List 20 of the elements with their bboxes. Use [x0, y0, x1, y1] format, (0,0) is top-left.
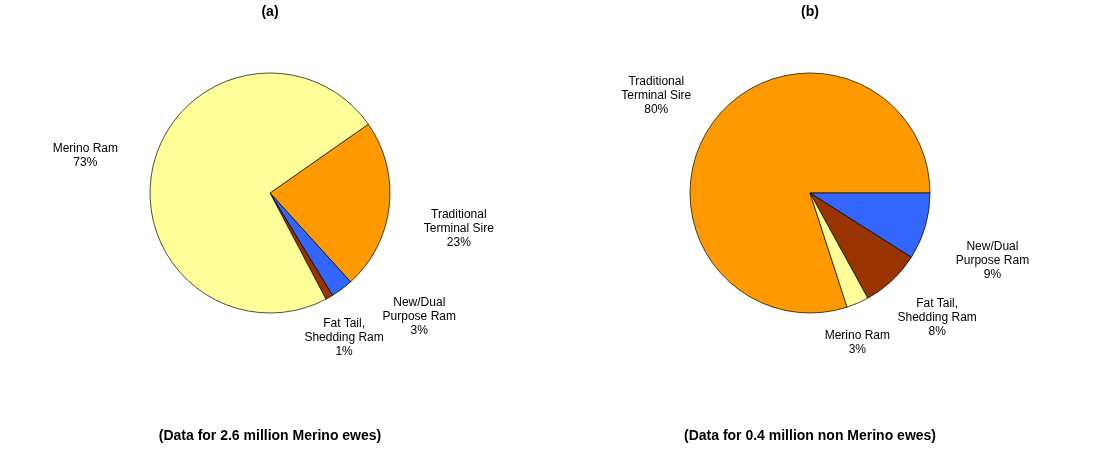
- data-label: 3%: [848, 342, 867, 357]
- chart-title: (b): [801, 3, 819, 19]
- slice-label: Traditional Terminal Sire: [621, 74, 692, 103]
- text: (Data for 0.4 million non Merino ewes): [683, 427, 937, 443]
- chart-title: (a): [261, 3, 279, 19]
- slice-label: Traditional Terminal Sire: [423, 207, 495, 236]
- slice-label: Merino Ram: [824, 328, 891, 343]
- slice-label: Merino Ram: [52, 141, 119, 156]
- data-label: 8%: [928, 323, 947, 338]
- data-label: 3%: [410, 323, 429, 338]
- text: (Data for 2.6 million Merino ewes): [158, 427, 382, 443]
- data-label: 1%: [335, 344, 354, 359]
- data-label: 9%: [983, 267, 1002, 282]
- slice-label: Fat Tail, Shedding Ram: [897, 295, 977, 324]
- slice-label: Fat Tail, Shedding Ram: [304, 316, 384, 345]
- slice-label: New/Dual Purpose Ram: [382, 295, 456, 324]
- data-label: 73%: [73, 155, 98, 170]
- data-label: 80%: [644, 102, 669, 117]
- slice-label: New/Dual Purpose Ram: [955, 239, 1030, 268]
- data-label: 23%: [446, 235, 472, 250]
